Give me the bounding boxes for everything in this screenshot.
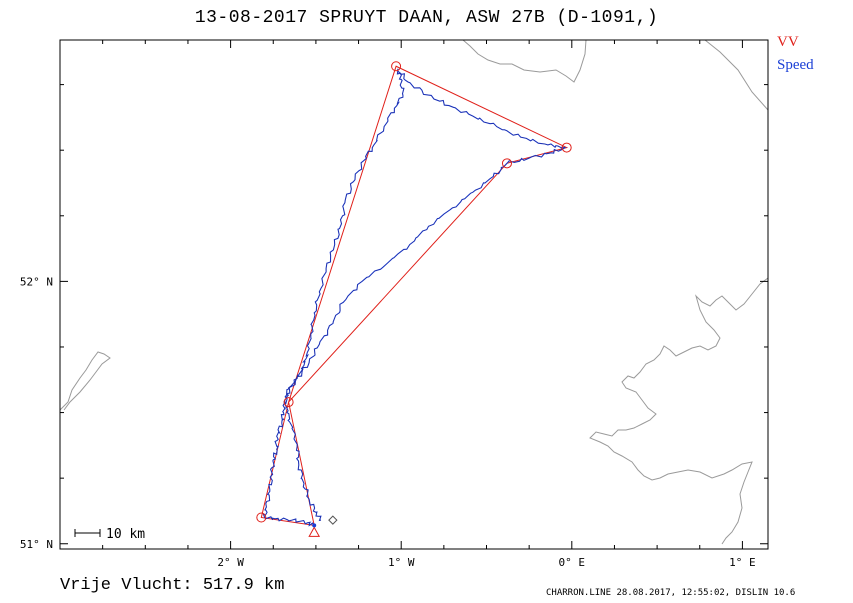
x-tick-label: 0° E [559,556,586,569]
chart-title: 13-08-2017 SPRUYT DAAN, ASW 27B (D-1091,… [194,8,659,28]
y-tick-label: 51° N [20,538,53,551]
x-tick-label: 1° E [729,556,756,569]
coastline-north [462,39,587,83]
footer-info: CHARRON.LINE 28.08.2017, 12:55:02, DISLI… [546,588,796,598]
turnpoint-tp3 [391,61,402,72]
coastline-east [589,277,769,545]
flight-track-layer [262,68,567,527]
finish-marker [328,515,338,525]
free-flight-distance: 517.9 km [202,576,285,595]
coastline-west [59,351,111,411]
x-tick-label: 2° W [217,556,244,569]
map-axes: 2° W 1° W 0° E 1° E 52° N 51° N [20,39,769,569]
x-tick-label: 1° W [388,556,415,569]
turnpoint-tp5 [501,158,512,169]
task-route-layer [260,65,569,526]
flight-track-line [262,68,567,527]
map-frame [59,39,769,550]
start-marker [308,526,321,537]
start-point [312,523,317,528]
free-flight-stats: Vrije Vlucht: 517.9 km [60,576,284,595]
scale-bar: 10 km [74,527,145,542]
turnpoint-tp1 [256,512,267,523]
free-flight-label: Vrije Vlucht: [60,576,193,595]
task-route-line [260,65,569,526]
turnpoint-tp2 [283,397,294,408]
scale-bar-label: 10 km [106,527,145,542]
legend-speed: Speed [777,57,814,73]
coastline-northeast [704,39,769,111]
y-tick-label: 52° N [20,275,53,288]
flight-track-shadow [262,68,566,527]
legend-vv: VV [777,34,799,50]
coastline-layer [59,39,769,545]
turnpoint-markers [256,61,572,537]
turnpoint-tp4 [561,142,572,153]
